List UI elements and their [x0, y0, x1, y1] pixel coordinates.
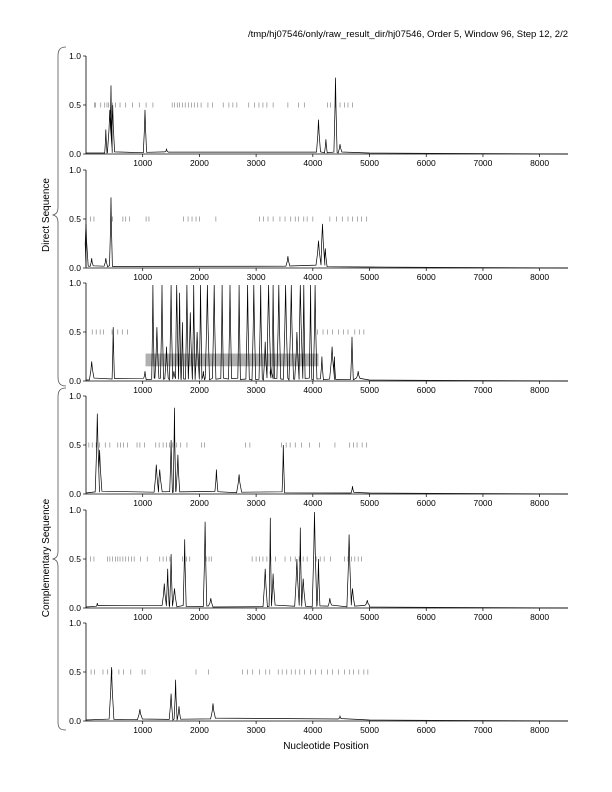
y-tick-label: 1.0 [69, 165, 81, 175]
x-tick-label: 7000 [473, 725, 492, 735]
y-tick-label: 0.5 [69, 440, 81, 450]
x-tick-label: 5000 [360, 385, 379, 395]
x-tick-label: 2000 [190, 385, 209, 395]
x-tick-label: 5000 [360, 158, 379, 168]
x-tick-label: 1000 [133, 385, 152, 395]
signal-line [85, 407, 569, 495]
signal-line [85, 667, 569, 722]
x-tick-label: 7000 [473, 385, 492, 395]
signal-line [85, 511, 569, 609]
x-tick-label: 2000 [190, 272, 209, 282]
signal-line [85, 284, 569, 382]
x-tick-label: 6000 [417, 612, 436, 622]
y-tick-label: 0.5 [69, 327, 81, 337]
y-tick-label: 1.0 [69, 618, 81, 628]
y-tick-label: 0.5 [69, 554, 81, 564]
header-path-text: /tmp/hj07546/only/raw_result_dir/hj07546… [248, 29, 568, 40]
y-tick-label: 0.5 [69, 667, 81, 677]
x-tick-label: 7000 [473, 498, 492, 508]
y-tick-label: 0.5 [69, 214, 81, 224]
x-tick-label: 3000 [247, 158, 266, 168]
x-tick-label: 2000 [190, 498, 209, 508]
panel-5: 0.0 0.5 1.0 1000 2000 3000 4000 5000 6000 7000 800… [69, 505, 569, 622]
x-tick-label: 8000 [530, 272, 549, 282]
x-tick-label: 7000 [473, 158, 492, 168]
x-tick-label: 3000 [247, 725, 266, 735]
y-tick-label: 1.0 [69, 278, 81, 288]
complementary-sequence-label: Complementary Sequence [41, 498, 52, 617]
x-tick-label: 4000 [303, 385, 322, 395]
x-tick-label: 6000 [417, 272, 436, 282]
x-tick-label: 8000 [530, 725, 549, 735]
y-tick-label: 0.0 [69, 149, 81, 159]
x-tick-label: 5000 [360, 272, 379, 282]
x-tick-label: 3000 [247, 498, 266, 508]
x-tick-label: 8000 [530, 498, 549, 508]
x-tick-label: 4000 [303, 612, 322, 622]
x-tick-label: 1000 [133, 158, 152, 168]
x-tick-label: 2000 [190, 725, 209, 735]
y-tick-label: 0.0 [69, 603, 81, 613]
x-tick-label: 6000 [417, 498, 436, 508]
x-tick-label: 4000 [303, 498, 322, 508]
x-tick-label: 8000 [530, 385, 549, 395]
x-tick-label: 1000 [133, 498, 152, 508]
panel-4: 0.0 0.5 1.0 1000 2000 3000 4000 5000 6000 7000 800… [69, 391, 569, 508]
x-tick-label: 7000 [473, 612, 492, 622]
panel-1: 0.0 0.5 1.0 1000 2000 3000 4000 5000 6000 7000 800… [69, 51, 569, 168]
x-tick-label: 3000 [247, 272, 266, 282]
y-tick-label: 0.0 [69, 489, 81, 499]
x-tick-label: 8000 [530, 612, 549, 622]
x-tick-label: 6000 [417, 725, 436, 735]
y-tick-label: 1.0 [69, 505, 81, 515]
y-tick-label: 1.0 [69, 51, 81, 61]
x-tick-label: 5000 [360, 498, 379, 508]
complementary-group-brace [51, 387, 67, 731]
x-tick-label: 6000 [417, 158, 436, 168]
x-tick-label: 1000 [133, 725, 152, 735]
x-tick-label: 7000 [473, 272, 492, 282]
y-tick-label: 1.0 [69, 391, 81, 401]
x-tick-label: 5000 [360, 612, 379, 622]
x-tick-label: 4000 [303, 272, 322, 282]
x-tick-label: 5000 [360, 725, 379, 735]
panel-6: 0.0 0.5 1.0 1000 2000 3000 4000 5000 6000 7000 800… [69, 618, 569, 735]
direct-group-brace [51, 46, 67, 387]
x-tick-label: 2000 [190, 612, 209, 622]
signal-line [86, 77, 569, 155]
x-tick-label: 3000 [247, 612, 266, 622]
x-axis-label: Nucleotide Position [283, 741, 369, 752]
y-tick-label: 0.0 [69, 716, 81, 726]
x-tick-label: 1000 [133, 612, 152, 622]
x-tick-label: 2000 [190, 158, 209, 168]
direct-sequence-label: Direct Sequence [41, 178, 52, 252]
x-tick-label: 6000 [417, 385, 436, 395]
signal-line [84, 197, 569, 269]
plot-panels: 0.0 0.5 1.0 1000 2000 3000 4000 5000 6000 7000 800… [69, 51, 569, 735]
x-tick-label: 4000 [303, 725, 322, 735]
panel-2: 0.0 0.5 1.0 1000 2000 3000 4000 5000 6000 7000 800… [69, 165, 569, 282]
y-tick-label: 0.0 [69, 376, 81, 386]
x-tick-label: 4000 [303, 158, 322, 168]
x-tick-label: 3000 [247, 385, 266, 395]
x-tick-label: 1000 [133, 272, 152, 282]
y-tick-label: 0.0 [69, 263, 81, 273]
x-tick-label: 8000 [530, 158, 549, 168]
panel-3: 0.0 0.5 1.0 1000 2000 3000 4000 5000 6000 7000 800… [69, 278, 569, 395]
y-tick-label: 0.5 [69, 100, 81, 110]
